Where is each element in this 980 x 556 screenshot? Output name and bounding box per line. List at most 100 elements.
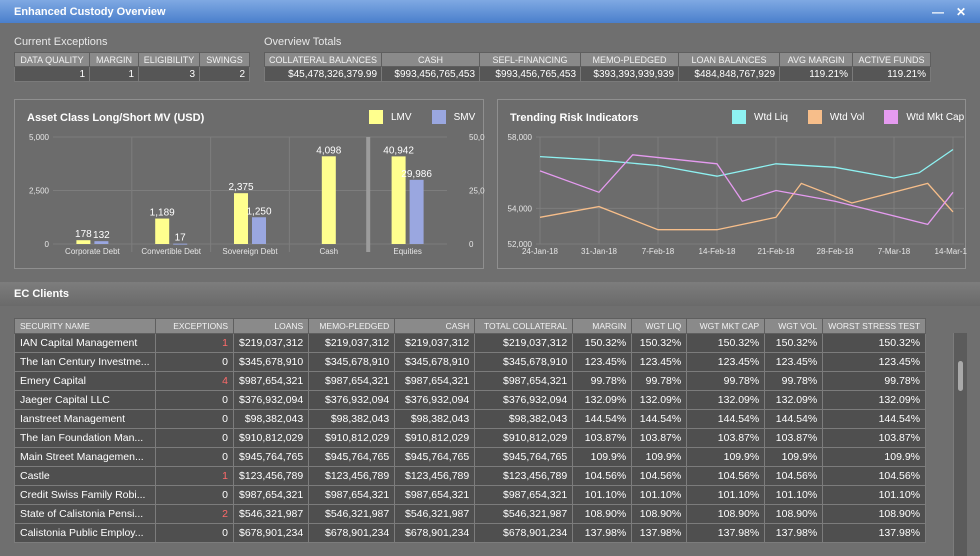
bar-smv xyxy=(252,217,266,244)
table-cell: 137.98% xyxy=(764,523,824,543)
table-cell: $376,932,094 xyxy=(232,390,310,410)
clients-column-header-9[interactable]: WGT VOL xyxy=(764,318,824,334)
lmv-legend-swatch xyxy=(369,110,383,124)
table-cell: 109.9% xyxy=(631,447,688,467)
table-row[interactable]: State of Calistonia Pensi... 2 $546,321,98… xyxy=(14,504,927,524)
bar-lmv xyxy=(76,240,91,244)
table-row[interactable]: Main Street Managemen... 0 $945,764,765 $94… xyxy=(14,447,927,467)
client-name-cell: Calistonia Public Employ... xyxy=(14,523,156,543)
wtd-mkt-cap-legend-label: Wtd Mkt Cap xyxy=(906,111,965,123)
smv-legend-label: SMV xyxy=(453,111,476,123)
totals-header-6: ACTIVE FUNDS xyxy=(852,52,932,67)
wtd-vol-legend-label: Wtd Vol xyxy=(829,111,865,123)
table-row[interactable]: Emery Capital 4 $987,654,321 $987,654,321 $9… xyxy=(14,371,927,391)
table-cell: 150.32% xyxy=(764,333,824,353)
table-cell: $945,764,765 xyxy=(474,447,574,467)
table-cell: $219,037,312 xyxy=(308,333,396,353)
table-cell: 132.09% xyxy=(764,390,824,410)
x-tick-label: 7-Mar-18 xyxy=(878,247,911,256)
table-row[interactable]: The Ian Century Investme... 0 $345,678,910… xyxy=(14,352,927,372)
table-row[interactable]: Calistonia Public Employ... 0 $678,901,234… xyxy=(14,523,927,543)
table-cell: 103.87% xyxy=(686,428,766,448)
table-cell: 0 xyxy=(155,428,234,448)
y-tick-label: 54,000 xyxy=(508,204,533,213)
table-cell: 99.78% xyxy=(631,371,688,391)
table-cell: 4 xyxy=(155,371,234,391)
window-title: Enhanced Custody Overview xyxy=(14,5,166,18)
totals-header-1: CASH xyxy=(381,52,481,67)
x-tick-label: 31-Jan-18 xyxy=(581,247,618,256)
client-name-cell: The Ian Century Investme... xyxy=(14,352,156,372)
totals-value-1: $993,456,765,453 xyxy=(381,66,481,82)
table-cell: 101.10% xyxy=(631,485,688,505)
table-cell: 104.56% xyxy=(686,466,766,486)
exceptions-header-0: DATA QUALITY xyxy=(14,52,90,67)
table-cell: $546,321,987 xyxy=(474,504,574,524)
table-cell: 150.32% xyxy=(572,333,633,353)
table-row[interactable]: The Ian Foundation Man... 0 $910,812,029 $9… xyxy=(14,428,927,448)
table-cell: 132.09% xyxy=(572,390,633,410)
table-row[interactable]: Ianstreet Management 0 $98,382,043 $98,382,… xyxy=(14,409,927,429)
clients-column-header-2[interactable]: LOANS xyxy=(232,318,310,334)
bar-data-label: 4,098 xyxy=(316,145,341,156)
totals-label: Overview Totals xyxy=(264,36,342,48)
table-cell: 109.9% xyxy=(822,447,927,467)
table-cell: 137.98% xyxy=(572,523,633,543)
table-cell: 103.87% xyxy=(822,428,927,448)
clients-column-header-10[interactable]: WORST STRESS TEST xyxy=(822,318,927,334)
table-row[interactable]: Jaeger Capital LLC 0 $376,932,094 $376,932,… xyxy=(14,390,927,410)
totals-header-0: COLLATERAL BALANCES xyxy=(263,52,383,67)
table-cell: $345,678,910 xyxy=(394,352,476,372)
left-tick-label: 5,000 xyxy=(29,133,50,142)
table-cell: 1 xyxy=(155,466,234,486)
table-cell: $345,678,910 xyxy=(308,352,396,372)
table-cell: 109.9% xyxy=(686,447,766,467)
table-row[interactable]: Castle 1 $123,456,789 $123,456,789 $123,456,… xyxy=(14,466,927,486)
table-cell: 150.32% xyxy=(822,333,927,353)
client-name-cell: Credit Swiss Family Robi... xyxy=(14,485,156,505)
clients-column-header-0[interactable]: SECURITY NAME xyxy=(14,318,156,334)
close-icon[interactable]: ✕ xyxy=(955,4,966,19)
minimize-icon[interactable]: — xyxy=(931,4,944,19)
line-chart-title: Trending Risk Indicators xyxy=(510,112,639,124)
clients-column-header-8[interactable]: WGT MKT CAP xyxy=(686,318,766,334)
clients-column-header-6[interactable]: MARGIN xyxy=(572,318,633,334)
table-cell: 137.98% xyxy=(686,523,766,543)
table-cell: 0 xyxy=(155,523,234,543)
table-cell: $987,654,321 xyxy=(394,371,476,391)
table-cell: $987,654,321 xyxy=(232,485,310,505)
table-cell: 109.9% xyxy=(572,447,633,467)
table-cell: 144.54% xyxy=(764,409,824,429)
bar-lmv xyxy=(155,218,170,244)
table-cell: $376,932,094 xyxy=(474,390,574,410)
clients-column-header-5[interactable]: TOTAL COLLATERAL xyxy=(474,318,574,334)
table-cell: $987,654,321 xyxy=(474,371,574,391)
table-row[interactable]: IAN Capital Management 1 $219,037,312 $219,… xyxy=(14,333,927,353)
right-tick-label: 25,000 xyxy=(469,187,485,196)
clients-column-header-3[interactable]: MEMO-PLEDGED xyxy=(308,318,396,334)
smv-legend-swatch xyxy=(431,110,446,124)
clients-column-header-1[interactable]: EXCEPTIONS xyxy=(155,318,234,334)
table-cell: 132.09% xyxy=(686,390,766,410)
table-cell: $98,382,043 xyxy=(394,409,476,429)
table-cell: 108.90% xyxy=(631,504,688,524)
table-cell: 99.78% xyxy=(822,371,927,391)
clients-column-header-4[interactable]: CASH xyxy=(394,318,476,334)
table-cell: $910,812,029 xyxy=(232,428,310,448)
table-cell: $376,932,094 xyxy=(394,390,476,410)
scrollbar-thumb[interactable] xyxy=(958,361,963,391)
table-cell: 144.54% xyxy=(631,409,688,429)
table-row[interactable]: Credit Swiss Family Robi... 0 $987,654,321… xyxy=(14,485,927,505)
exceptions-value-1: 1 xyxy=(89,66,139,82)
category-label: Corporate Debt xyxy=(65,247,120,256)
table-cell: $987,654,321 xyxy=(232,371,310,391)
table-cell: $345,678,910 xyxy=(474,352,574,372)
clients-scrollbar[interactable] xyxy=(953,333,967,556)
client-name-cell: Main Street Managemen... xyxy=(14,447,156,467)
table-cell: $945,764,765 xyxy=(232,447,310,467)
table-cell: 137.98% xyxy=(822,523,927,543)
client-name-cell: Ianstreet Management xyxy=(14,409,156,429)
clients-column-header-7[interactable]: WGT LIQ xyxy=(631,318,688,334)
table-cell: 108.90% xyxy=(572,504,633,524)
table-cell: 101.10% xyxy=(764,485,824,505)
